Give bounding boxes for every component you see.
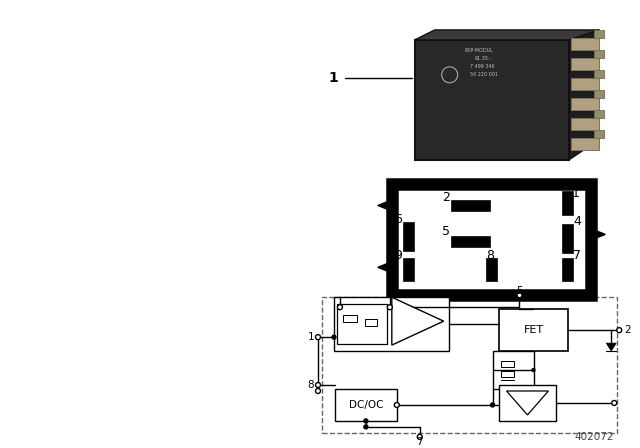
Circle shape [617,327,621,333]
Bar [500,361,515,367]
Text: 8: 8 [486,249,495,262]
Bar [322,297,617,433]
Text: 1: 1 [572,187,579,200]
Circle shape [387,305,392,310]
Text: 7 499 346: 7 499 346 [470,64,494,69]
Bar [572,138,599,150]
Polygon shape [590,228,605,241]
Text: 9: 9 [394,249,402,262]
Circle shape [612,401,617,405]
Circle shape [517,293,522,298]
Circle shape [532,369,535,371]
Circle shape [394,402,399,407]
Bar [563,259,573,281]
Bar [572,98,599,110]
Text: 2: 2 [624,325,631,335]
Circle shape [442,67,458,83]
Bar [499,385,556,421]
Bar [595,70,604,78]
Text: EKP-MODUL: EKP-MODUL [465,48,493,53]
Bar [343,315,357,322]
Polygon shape [415,30,599,40]
Bar [595,50,604,58]
Bar [365,319,377,326]
Bar [452,237,490,247]
Text: FET: FET [524,325,543,335]
Text: 50 220 001: 50 220 001 [470,72,498,77]
Bar [415,40,570,159]
Circle shape [417,435,422,439]
Bar [572,118,599,129]
Bar [404,224,413,251]
Bar [404,259,413,281]
Bar [563,225,573,254]
Bar [334,297,449,351]
Bar [499,309,568,351]
Bar [486,259,497,281]
Text: 6: 6 [394,213,402,226]
Text: 402072: 402072 [575,432,614,442]
Text: 1: 1 [307,332,314,342]
Text: 4: 4 [573,215,581,228]
Circle shape [332,335,336,339]
Text: 8: 8 [307,380,314,390]
Polygon shape [378,199,393,211]
Bar [392,184,591,295]
Circle shape [316,388,321,393]
Bar [452,202,490,211]
Bar [500,371,515,377]
Text: 5: 5 [516,286,523,296]
Circle shape [316,335,321,340]
Bar [563,191,573,215]
Text: 2: 2 [442,191,450,204]
Polygon shape [392,297,444,345]
Bar [595,110,604,118]
Bar [572,78,599,90]
Text: 1: 1 [328,71,338,85]
Bar [337,304,387,344]
Circle shape [491,403,495,407]
Bar [572,38,599,50]
Bar [493,351,534,389]
Circle shape [364,419,368,423]
Circle shape [316,383,321,388]
Bar [335,389,397,421]
Text: 5: 5 [442,225,450,238]
Text: 7: 7 [417,437,423,447]
Bar [572,58,599,70]
Polygon shape [606,343,616,351]
Circle shape [364,425,368,429]
Bar [595,30,604,38]
Bar [595,129,604,138]
Polygon shape [378,261,393,273]
Polygon shape [570,30,599,159]
Text: DC/OC: DC/OC [349,400,383,410]
Text: 7: 7 [573,249,581,262]
Bar [595,90,604,98]
Text: 61.35.-: 61.35.- [475,56,492,61]
Circle shape [337,305,342,310]
Polygon shape [506,391,548,415]
